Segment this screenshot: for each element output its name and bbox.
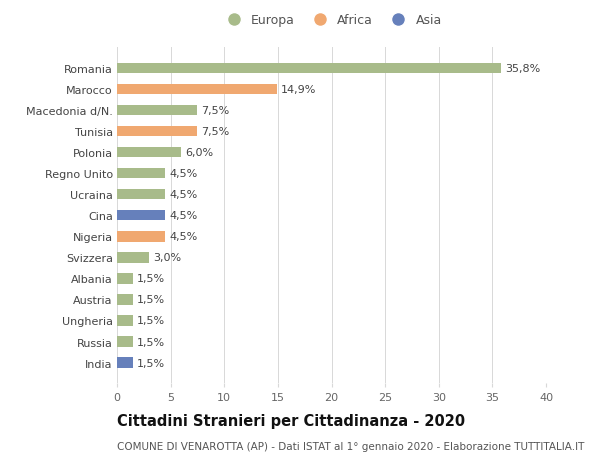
Text: 6,0%: 6,0% — [185, 148, 213, 158]
Text: 4,5%: 4,5% — [169, 232, 197, 242]
Text: 1,5%: 1,5% — [137, 295, 165, 305]
Bar — [117, 231, 165, 242]
Bar — [117, 106, 197, 116]
Bar — [117, 211, 165, 221]
Text: 4,5%: 4,5% — [169, 190, 197, 200]
Bar — [117, 315, 133, 326]
Text: 35,8%: 35,8% — [505, 64, 540, 73]
Text: 1,5%: 1,5% — [137, 337, 165, 347]
Text: 1,5%: 1,5% — [137, 358, 165, 368]
Text: Cittadini Stranieri per Cittadinanza - 2020: Cittadini Stranieri per Cittadinanza - 2… — [117, 413, 465, 428]
Bar — [117, 168, 165, 179]
Text: 3,0%: 3,0% — [153, 253, 181, 263]
Text: 4,5%: 4,5% — [169, 169, 197, 179]
Bar — [117, 295, 133, 305]
Legend: Europa, Africa, Asia: Europa, Africa, Asia — [221, 14, 442, 27]
Bar — [117, 274, 133, 284]
Text: 7,5%: 7,5% — [201, 127, 229, 137]
Bar — [117, 126, 197, 137]
Bar — [117, 190, 165, 200]
Bar — [117, 63, 501, 74]
Text: 14,9%: 14,9% — [281, 85, 316, 95]
Text: 1,5%: 1,5% — [137, 274, 165, 284]
Text: 4,5%: 4,5% — [169, 211, 197, 221]
Text: COMUNE DI VENAROTTA (AP) - Dati ISTAT al 1° gennaio 2020 - Elaborazione TUTTITAL: COMUNE DI VENAROTTA (AP) - Dati ISTAT al… — [117, 441, 584, 451]
Bar — [117, 84, 277, 95]
Bar — [117, 147, 181, 158]
Bar — [117, 252, 149, 263]
Text: 1,5%: 1,5% — [137, 316, 165, 326]
Bar — [117, 358, 133, 368]
Text: 7,5%: 7,5% — [201, 106, 229, 116]
Bar — [117, 336, 133, 347]
